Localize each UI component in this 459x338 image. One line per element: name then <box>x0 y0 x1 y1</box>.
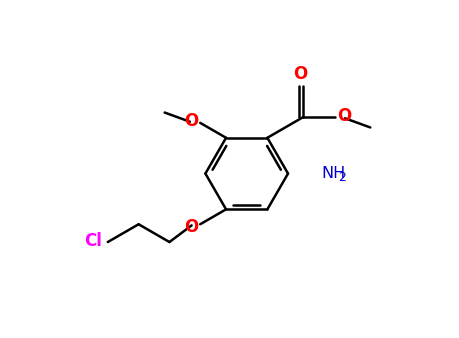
Text: 2: 2 <box>339 170 347 184</box>
Text: O: O <box>293 65 308 83</box>
Text: O: O <box>184 218 198 236</box>
Text: NH: NH <box>322 166 346 181</box>
Text: O: O <box>337 107 351 125</box>
Text: O: O <box>184 112 198 129</box>
Text: Cl: Cl <box>84 232 102 250</box>
